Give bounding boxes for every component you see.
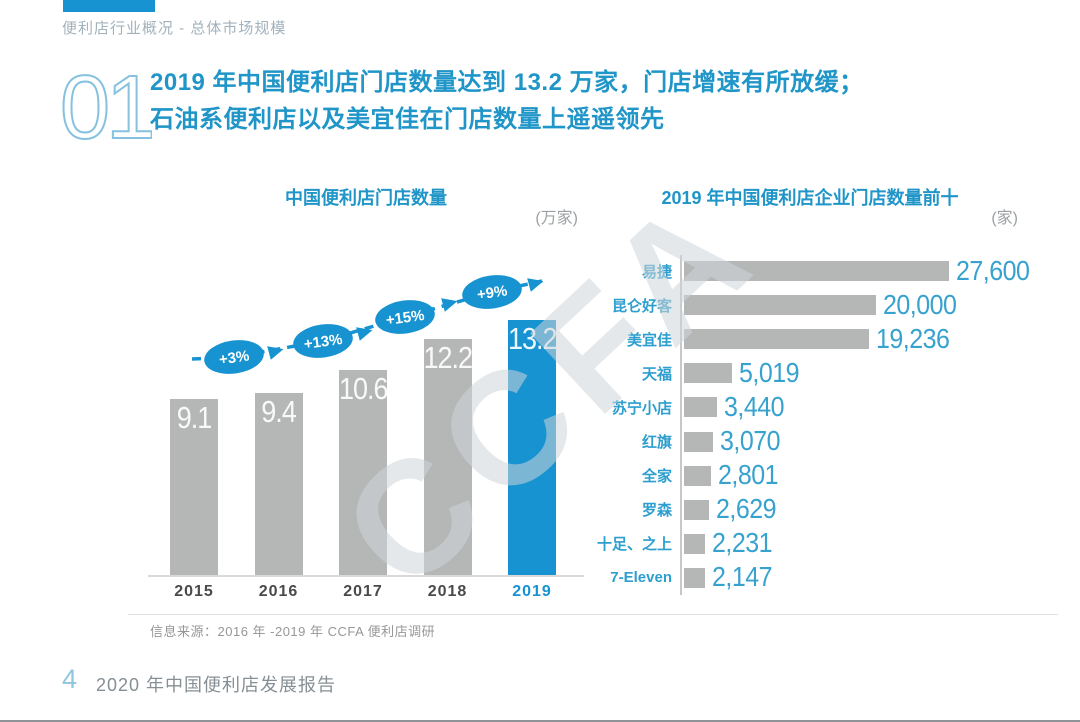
growth-badge: +9%: [462, 275, 522, 309]
rank-row: 全家 2,801: [594, 459, 779, 493]
rank-label: 罗森: [641, 502, 672, 520]
trend-bar-value: 9.1: [176, 401, 213, 435]
rank-bar: [684, 261, 949, 281]
rank-bar: [684, 397, 717, 418]
trend-bar-2017: 10.6: [339, 370, 389, 575]
rank-row: 7-Eleven 2,147: [594, 561, 772, 595]
slide-title-line1: 2019 年中国便利店门店数量达到 13.2 万家，门店增速有所放缓；: [150, 69, 864, 96]
rank-value: 2,629: [716, 493, 777, 525]
trend-bar-value: 12.2: [423, 341, 474, 375]
growth-badge: +15%: [375, 300, 435, 334]
bottom-edge-line: [0, 720, 1080, 722]
trend-bar-2016: 9.4: [254, 393, 303, 575]
ranking-chart-title: 2019 年中国便利店企业门店数量前十: [661, 188, 959, 208]
ranking-rows: 易捷 27,600 昆仑好客 20,000 美宜佳 19,236 天福 5,019 苏宁小店 3,…: [597, 182, 1070, 606]
rank-label: 全家: [641, 468, 672, 486]
trend-chart-title: 中国便利店门店数量: [285, 188, 447, 208]
section-number-outline: 01: [59, 57, 157, 159]
trend-bar-2019: 13.2: [508, 319, 558, 575]
company-ranking-chart: 2019 年中国便利店企业门店数量前十 (家) 易捷 27,600 昆仑好客 20,0…: [597, 182, 1070, 606]
trend-chart-unit: (万家): [535, 210, 578, 227]
rank-label: 7-Eleven: [610, 569, 672, 587]
trend-x-label-2015: 2015: [174, 583, 214, 600]
growth-arrowhead-icon: [356, 327, 373, 341]
brand-accent-bar: [63, 0, 155, 12]
source-note: 信息来源：2016 年 -2019 年 CCFA 便利店调研: [150, 624, 436, 639]
rank-row: 易捷 27,600: [594, 254, 1030, 288]
rank-bar: [684, 431, 713, 452]
rank-bar: [684, 533, 705, 554]
rank-label: 十足、之上: [596, 536, 672, 554]
rank-bar: [684, 295, 876, 316]
growth-badge: +13%: [293, 324, 353, 358]
ranking-y-axis-line: [680, 255, 682, 595]
trend-x-label-2018: 2018: [427, 583, 468, 600]
growth-dashed-line: [191, 279, 543, 361]
page-number: 4: [62, 664, 78, 694]
rank-row: 昆仑好客 20,000: [594, 288, 957, 322]
growth-badge: +3%: [204, 340, 264, 374]
slide-title: 2019 年中国便利店门店数量达到 13.2 万家，门店增速有所放缓； 石油系便…: [150, 64, 1010, 138]
slide-title-line2: 石油系便利店以及美宜佳在门店数量上遥遥领先: [150, 106, 665, 133]
growth-badge-label: +9%: [476, 282, 509, 303]
rank-value: 2,801: [718, 459, 779, 491]
rank-row: 十足、之上 2,231: [594, 527, 773, 561]
rank-bar: [684, 465, 711, 486]
rank-value: 5,019: [739, 357, 800, 389]
rank-value: 20,000: [883, 288, 957, 321]
rank-row: 美宜佳 19,236: [594, 322, 950, 356]
trend-bar-value: 9.4: [261, 395, 297, 429]
trend-bar-2018: 12.2: [423, 339, 474, 575]
rank-value: 2,231: [712, 527, 773, 559]
growth-badge-label: +3%: [218, 347, 251, 368]
trend-bar-value: 10.6: [339, 372, 389, 406]
section-number: 01: [59, 54, 157, 159]
trend-bar-2015: 9.1: [170, 399, 218, 575]
rank-bar: [684, 567, 705, 588]
rank-label: 易捷: [641, 263, 672, 281]
rank-value: 3,440: [724, 391, 785, 423]
ranking-chart-unit: (家): [991, 210, 1018, 227]
section-number-text: 01: [60, 58, 152, 154]
source-divider: [128, 614, 1058, 615]
growth-arrowhead-icon: [267, 346, 284, 360]
rank-value: 19,236: [876, 322, 950, 355]
rank-bar: [684, 329, 869, 350]
growth-arrowhead-icon: [441, 298, 458, 312]
trend-x-label-2016: 2016: [258, 583, 299, 600]
rank-bar: [684, 499, 709, 520]
rank-row: 红旗 3,070: [594, 425, 781, 459]
rank-bar: [684, 363, 732, 384]
rank-label: 昆仑好客: [611, 297, 672, 315]
rank-label: 天福: [641, 365, 672, 383]
trend-bar-value: 13.2: [508, 321, 558, 356]
stores-trend-chart: 中国便利店门店数量 (万家) +3% +13% +15% +9% 9.1 2015 9.4…: [148, 182, 584, 606]
rank-value: 3,070: [720, 425, 781, 457]
trend-x-label-2017: 2017: [343, 583, 383, 600]
growth-badge-label: +15%: [385, 307, 426, 329]
rank-row: 罗森 2,629: [594, 493, 777, 527]
rank-row: 天福 5,019: [594, 356, 800, 390]
rank-value: 27,600: [956, 254, 1030, 287]
rank-row: 苏宁小店 3,440: [594, 390, 785, 424]
trend-x-label-2019: 2019: [512, 583, 552, 600]
trend-plot-area: +3% +13% +15% +9% 9.1 2015 9.4 2016 10.6 2017 12.…: [148, 182, 584, 606]
breadcrumb: 便利店行业概况 - 总体市场规模: [62, 20, 287, 37]
rank-label: 苏宁小店: [611, 399, 672, 417]
report-title: 2020 年中国便利店发展报告: [96, 675, 337, 695]
growth-badge-label: +13%: [303, 331, 344, 353]
growth-arrowhead-icon: [527, 278, 544, 292]
rank-label: 红旗: [641, 434, 672, 451]
trend-x-axis-line: [148, 575, 584, 577]
rank-value: 2,147: [712, 561, 773, 594]
rank-label: 美宜佳: [626, 331, 672, 349]
